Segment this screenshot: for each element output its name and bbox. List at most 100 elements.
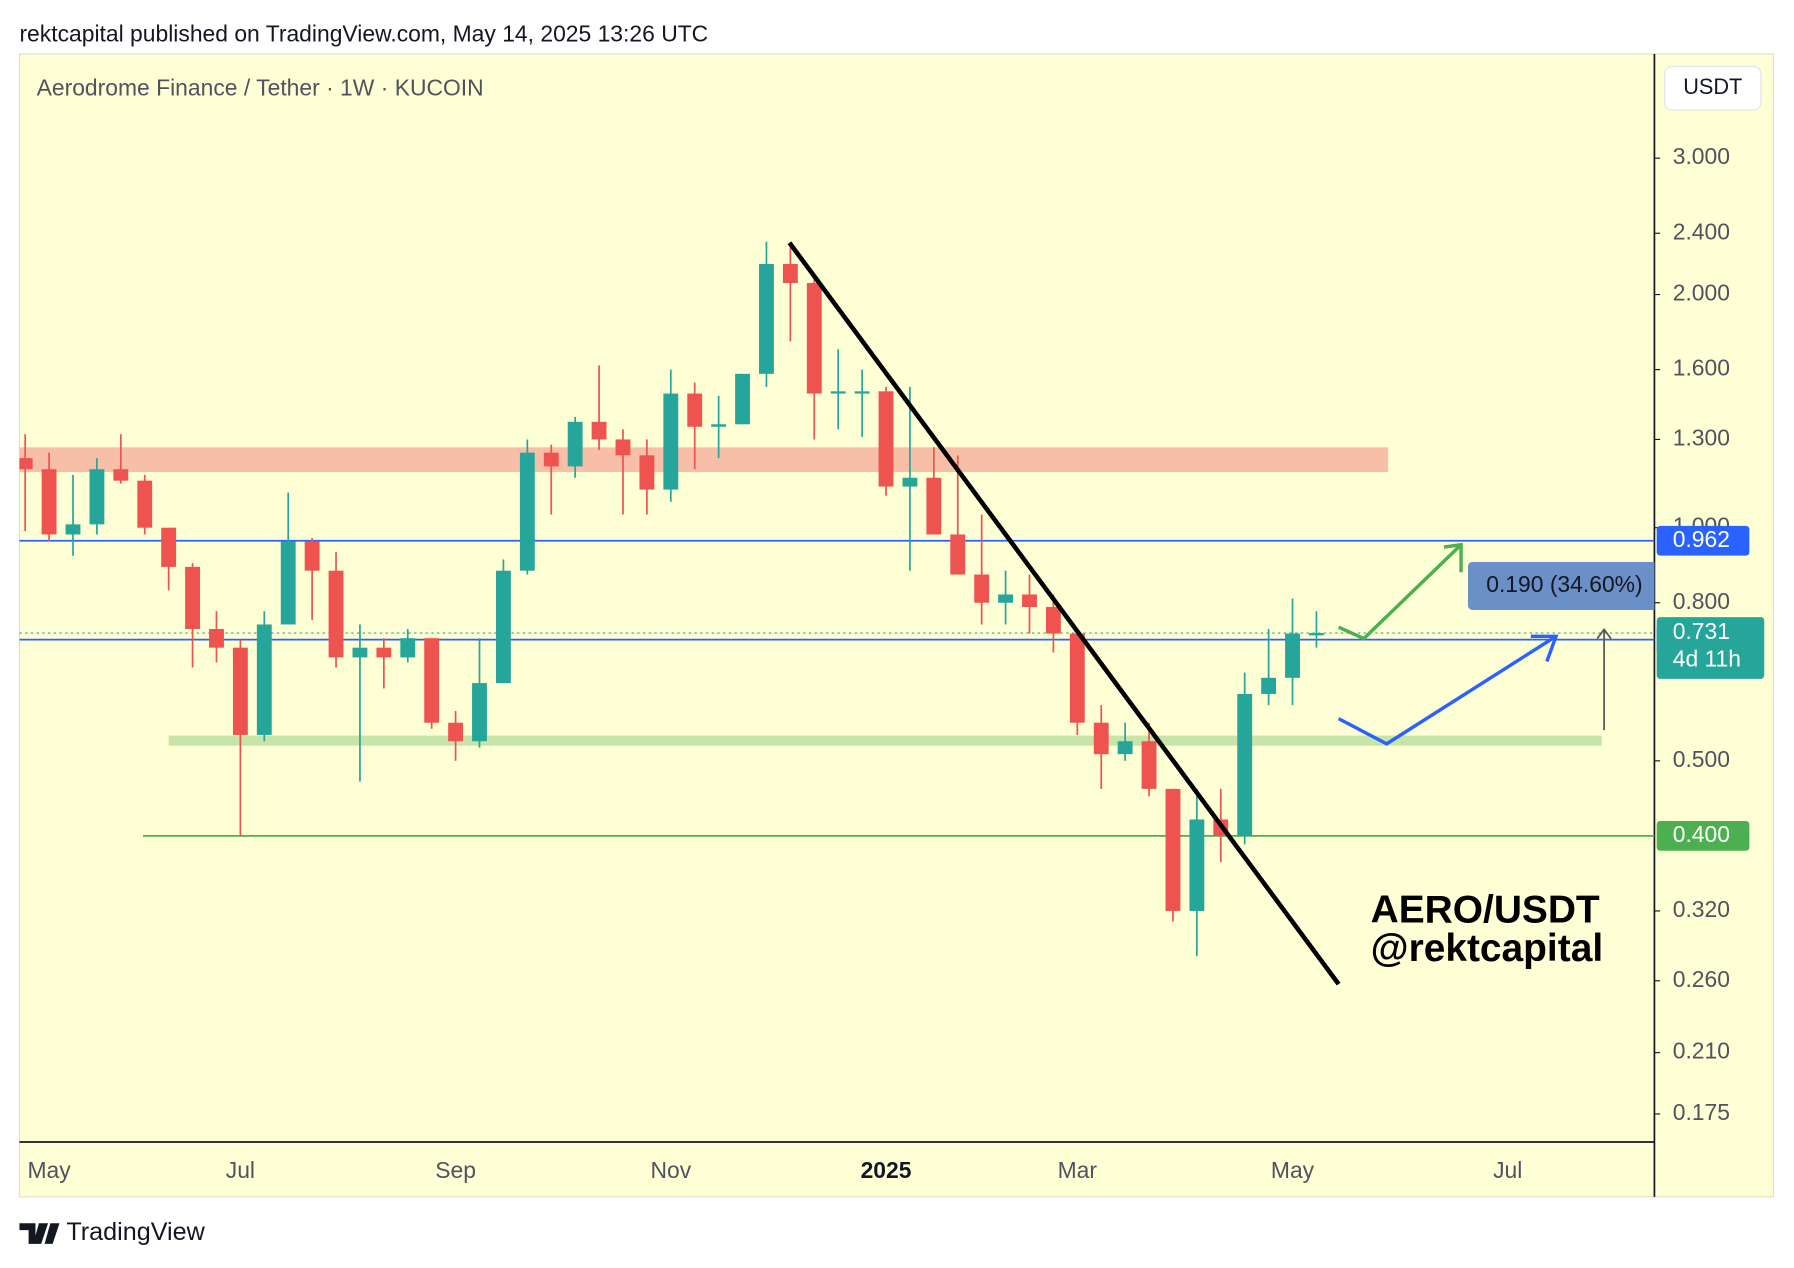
candle-body xyxy=(1069,633,1085,723)
candle-body xyxy=(1189,819,1205,911)
candle-body xyxy=(89,469,105,525)
candle-body xyxy=(256,624,272,735)
blue-arrow-head xyxy=(1530,634,1559,663)
y-tick-label: 1.600 xyxy=(1673,355,1730,381)
x-tick-label: Jul xyxy=(226,1157,255,1183)
candle-body xyxy=(567,421,583,467)
candle-body xyxy=(878,391,894,487)
zone xyxy=(19,447,1389,473)
candle-body xyxy=(615,439,631,456)
candle-body xyxy=(232,647,248,735)
candle-body xyxy=(161,527,177,567)
candle-body xyxy=(998,594,1014,603)
candle-body xyxy=(806,282,822,394)
candle-body xyxy=(137,480,153,528)
level-price-label: 0.400 xyxy=(1673,821,1730,847)
plot-area xyxy=(19,241,1655,956)
candle-body xyxy=(663,393,679,490)
measure-arrow-head xyxy=(1596,627,1612,640)
candle-body xyxy=(926,477,942,535)
green-arrow-head xyxy=(1443,542,1463,573)
x-tick-label: May xyxy=(1271,1157,1315,1183)
x-tick-label: Mar xyxy=(1058,1157,1098,1183)
candle-body xyxy=(782,264,798,283)
candle-body xyxy=(591,421,607,440)
y-tick-label: 0.320 xyxy=(1673,896,1730,922)
y-tick-label: 3.000 xyxy=(1673,143,1730,169)
y-tick-label: 0.175 xyxy=(1673,1099,1730,1125)
candle-body xyxy=(1141,741,1157,789)
candle-body xyxy=(1261,677,1277,694)
candle-body xyxy=(19,458,33,470)
y-tick-label: 2.000 xyxy=(1673,280,1730,306)
trend-line xyxy=(787,241,1341,986)
brand: TradingView xyxy=(19,1218,206,1246)
drawings: 0.190 (34.60%) AERO/USDT @rektcapital xyxy=(787,241,1655,986)
measure-background xyxy=(1467,561,1655,610)
y-tick-label: 0.800 xyxy=(1673,588,1730,614)
level-price-box xyxy=(1656,525,1750,556)
x-tick-label: 2025 xyxy=(861,1157,912,1183)
y-tick-label: 1.300 xyxy=(1673,424,1730,450)
candle-body xyxy=(1045,606,1061,634)
candle-body xyxy=(1285,633,1300,678)
last-price-label: 0.731 xyxy=(1673,618,1730,644)
candle-body xyxy=(902,477,918,487)
measure-box: 0.190 (34.60%) xyxy=(1467,561,1655,610)
annotation-pair: AERO/USDT xyxy=(1371,888,1600,931)
chart-background xyxy=(18,53,1774,1198)
candle-body xyxy=(472,683,487,742)
x-tick-label: May xyxy=(27,1157,71,1183)
candle-body xyxy=(1237,693,1253,836)
annotation-author: @rektcapital xyxy=(1371,927,1603,970)
candle-body xyxy=(687,393,703,427)
price-axis: 3.0002.4002.0001.6001.3001.0000.8000.500… xyxy=(1654,143,1765,1125)
candle-body xyxy=(41,469,57,535)
y-tick-label: 2.400 xyxy=(1673,218,1730,244)
currency-button[interactable] xyxy=(1664,65,1762,111)
candle-body xyxy=(113,469,129,481)
candle-body xyxy=(376,647,392,658)
measure-label: 0.190 (34.60%) xyxy=(1486,571,1642,597)
candle-body xyxy=(1093,722,1109,755)
candle-body xyxy=(519,452,535,571)
candle-body xyxy=(735,373,750,425)
candle-body xyxy=(1117,741,1133,755)
publish-header: rektcapital published on TradingView.com… xyxy=(19,21,708,47)
blue-path-arrow xyxy=(1337,634,1557,746)
candle-body xyxy=(854,391,870,394)
chart-title: Aerodrome Finance / Tether · 1W · KUCOIN xyxy=(37,74,484,100)
candle-body xyxy=(974,574,990,603)
candle-body xyxy=(830,391,846,394)
level-price-box xyxy=(1656,821,1750,851)
candle-body xyxy=(280,541,296,625)
y-tick-label: 0.210 xyxy=(1673,1038,1730,1064)
countdown-label: 4d 11h xyxy=(1673,646,1741,672)
candle-body xyxy=(495,570,511,684)
brand-logo xyxy=(19,1223,60,1244)
y-tick-label: 0.260 xyxy=(1673,966,1730,992)
candle-body xyxy=(328,570,344,658)
time-axis: May Jul Sep Nov 2025 Mar May Jul xyxy=(27,1157,1522,1183)
x-tick-label: Sep xyxy=(435,1157,476,1183)
candle-body xyxy=(639,455,655,490)
currency-label: USDT xyxy=(1683,74,1742,99)
candle-body xyxy=(1165,788,1181,911)
candle-body xyxy=(209,628,224,648)
candle-body xyxy=(65,524,81,535)
level-price-label: 0.962 xyxy=(1673,526,1730,552)
candle-body xyxy=(424,638,440,723)
candle-body xyxy=(711,424,727,427)
x-tick-label: Jul xyxy=(1493,1157,1522,1183)
x-tick-label: Nov xyxy=(650,1157,691,1183)
y-tick-label: 0.500 xyxy=(1673,746,1730,772)
candle-body xyxy=(304,541,320,571)
brand-name: TradingView xyxy=(66,1218,205,1246)
candle-body xyxy=(185,566,200,629)
candle-body xyxy=(448,722,464,742)
candle-body xyxy=(759,264,774,374)
green-path-arrow xyxy=(1337,543,1463,641)
candle-body xyxy=(352,647,368,658)
